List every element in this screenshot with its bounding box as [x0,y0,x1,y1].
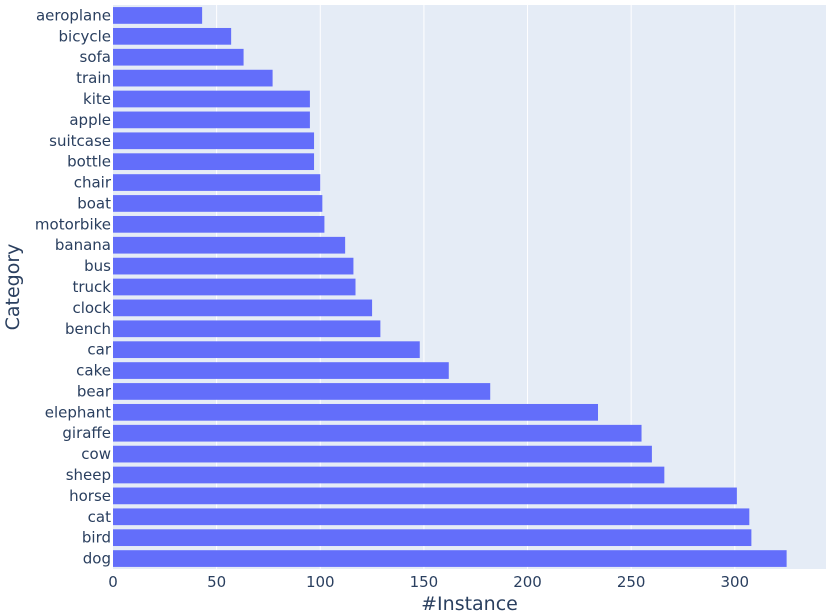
x-tick-label: 250 [617,573,646,591]
x-axis-title: #Instance [421,593,518,615]
bar-apple [113,111,310,129]
bar-horse [113,487,737,505]
y-tick-label: aeroplane [36,6,111,24]
bar-cow [113,445,652,463]
bar-clock [113,299,373,317]
bar-chair [113,174,321,191]
y-tick-label: sofa [80,48,111,66]
bar-elephant [113,403,599,421]
y-tick-label: bicycle [59,27,111,45]
y-tick-label: dog [83,550,111,568]
y-tick-label: giraffe [62,424,111,442]
y-tick-label: cake [76,362,111,380]
x-tick-label: 150 [410,573,439,591]
y-tick-label: bear [77,382,112,400]
x-tick-label: 200 [513,573,542,591]
bar-bear [113,383,491,400]
y-tick-label: bench [65,320,111,338]
y-tick-label: sheep [66,466,111,484]
bar-kite [113,90,310,108]
bar-train [113,69,273,87]
bar-motorbike [113,215,325,233]
bar-car [113,341,420,359]
bar-cat [113,508,750,526]
bar-bottle [113,153,315,171]
x-tick-labels: 0 50 100 150 200 250 300 [108,573,749,591]
x-tick-label: 300 [720,573,749,591]
bar-cake [113,362,449,379]
x-tick-label: 100 [306,573,335,591]
y-tick-label: train [76,69,111,87]
bar-banana [113,236,346,254]
bar-sofa [113,48,244,66]
y-tick-label: boat [77,194,111,212]
bar-suitcase [113,132,315,150]
y-tick-label: chair [74,174,112,192]
bar-giraffe [113,424,642,442]
y-tick-label: motorbike [35,215,111,233]
y-tick-label: cow [81,445,111,463]
bar-dog [113,550,787,567]
y-tick-label: cat [88,508,111,526]
bar-bird [113,529,752,547]
y-tick-labels: aeroplane bicycle sofa train kite apple suitca… [35,6,112,567]
y-tick-label: apple [69,111,111,129]
bar-aeroplane [113,7,203,24]
bars [113,7,787,567]
y-tick-label: bus [84,257,111,275]
y-tick-label: bird [82,529,111,547]
y-tick-label: kite [83,90,111,108]
bar-truck [113,278,356,296]
y-tick-label: elephant [45,403,111,421]
x-tick-label: 50 [207,573,226,591]
y-tick-label: clock [72,299,111,317]
y-tick-label: banana [55,236,111,254]
bar-boat [113,195,323,212]
bar-bus [113,257,354,275]
y-tick-label: bottle [67,153,111,171]
y-axis-title: Category [2,244,24,331]
y-tick-label: horse [69,487,111,505]
y-tick-label: truck [73,278,112,296]
y-tick-label: suitcase [49,132,111,150]
x-tick-label: 0 [108,573,118,591]
y-tick-label: car [87,341,111,359]
bar-bench [113,320,381,338]
bar-bicycle [113,27,232,45]
bar-sheep [113,466,665,484]
